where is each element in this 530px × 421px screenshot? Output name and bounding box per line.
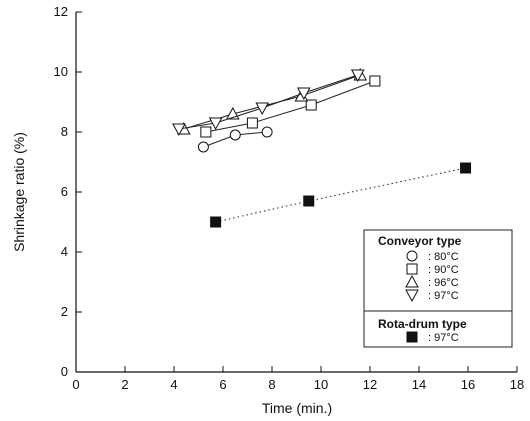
data-point: [229, 129, 241, 141]
data-point: [297, 87, 311, 101]
data-point: [305, 99, 317, 111]
series-line: [205, 80, 376, 133]
legend-title-conveyor: Conveyor type: [378, 234, 462, 248]
series-3: [172, 69, 365, 137]
x-tick-label: 8: [268, 377, 275, 392]
series-4: [210, 162, 472, 228]
x-axis-label: Time (min.): [262, 400, 332, 416]
legend-items: : 80°C: 90°C: 96°C: 97°C: 97°C: [405, 250, 459, 344]
x-ticks: 0 2 4 6 8 10 12 14 16 18: [72, 366, 524, 392]
series-line: [178, 74, 358, 130]
legend-label: : 97°C: [428, 290, 459, 302]
legend-label: : 90°C: [428, 264, 459, 276]
data-point: [200, 126, 212, 138]
legend-marker: [406, 331, 418, 343]
series-line: [215, 167, 466, 223]
y-tick-label: 0: [61, 364, 68, 379]
legend-marker: [405, 289, 419, 303]
legend-item: : 97°C: [405, 289, 459, 303]
data-point: [369, 75, 381, 87]
legend-box: [363, 229, 513, 348]
legend-label: : 96°C: [428, 277, 459, 289]
legend-item: : 90°C: [406, 263, 459, 276]
legend: Conveyor type Rota-drum type : 80°C: 90°…: [363, 229, 513, 348]
y-tick-label: 2: [61, 304, 68, 319]
y-tick-label: 4: [61, 244, 68, 259]
legend-title-rotadrum: Rota-drum type: [378, 317, 467, 331]
series-0: [197, 126, 273, 153]
data-point: [172, 123, 186, 137]
series-layer: [172, 67, 472, 228]
series-1: [200, 75, 381, 138]
y-tick-label: 6: [61, 184, 68, 199]
data-point: [197, 141, 209, 153]
y-tick-label: 8: [61, 124, 68, 139]
legend-item: : 80°C: [406, 250, 459, 263]
x-tick-label: 18: [510, 377, 524, 392]
y-ticks: 0 2 4 6 8 10 12: [54, 4, 82, 379]
x-tick-label: 14: [412, 377, 426, 392]
legend-marker: [406, 250, 418, 262]
x-tick-label: 12: [363, 377, 377, 392]
legend-label: : 80°C: [428, 251, 459, 263]
x-tick-label: 2: [121, 377, 128, 392]
data-point: [210, 216, 222, 228]
legend-item: : 97°C: [406, 331, 459, 344]
x-tick-label: 16: [461, 377, 475, 392]
y-axis-label: Shrinkage ratio (%): [11, 132, 27, 252]
data-point: [303, 195, 315, 207]
data-point: [246, 117, 258, 129]
y-tick-label: 12: [54, 4, 68, 19]
y-tick-label: 10: [54, 64, 68, 79]
data-point: [255, 102, 270, 116]
x-tick-label: 4: [170, 377, 177, 392]
data-point: [261, 126, 273, 138]
data-point: [208, 117, 223, 131]
x-tick-label: 0: [72, 377, 79, 392]
data-point: [350, 69, 365, 83]
legend-marker: [406, 263, 418, 275]
x-tick-label: 6: [219, 377, 226, 392]
data-point: [460, 162, 472, 174]
legend-item: : 96°C: [405, 274, 459, 289]
legend-marker: [405, 274, 419, 288]
legend-label: : 97°C: [428, 332, 459, 344]
x-tick-label: 10: [314, 377, 328, 392]
